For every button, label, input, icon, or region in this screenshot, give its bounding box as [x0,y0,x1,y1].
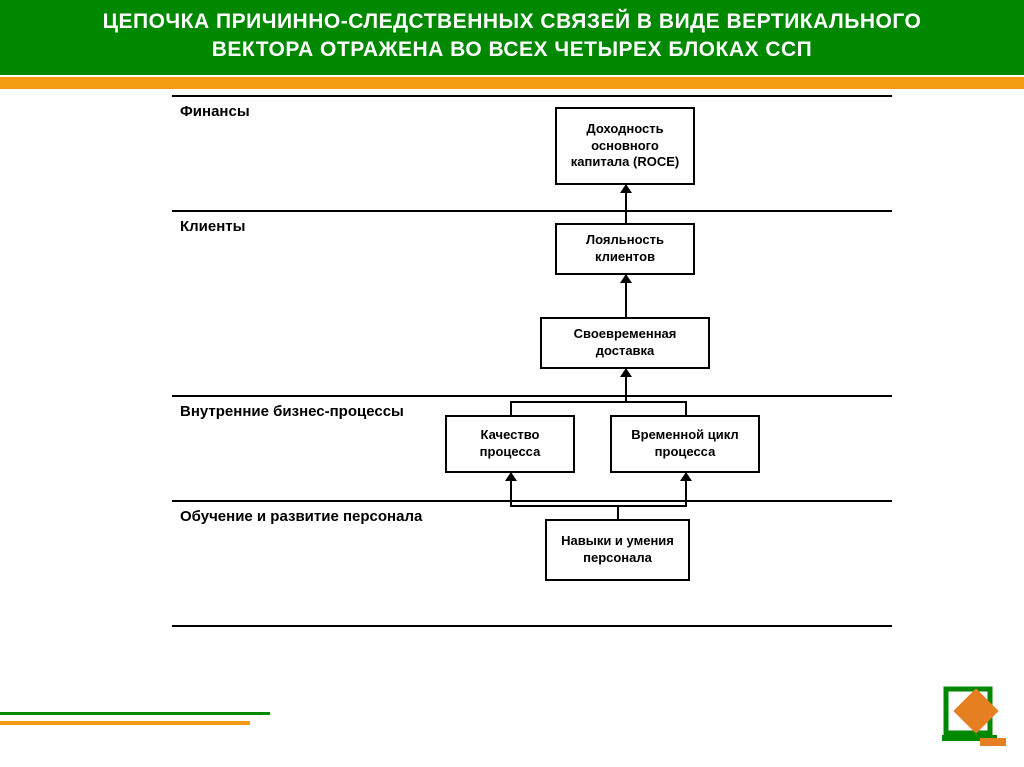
header-title: ЦЕПОЧКА ПРИЧИННО-СЛЕДСТВЕННЫХ СВЯЗЕЙ В В… [20,8,1004,65]
section-label: Клиенты [180,218,245,235]
section-divider [172,625,892,627]
section-label: Обучение и развитие персонала [180,508,422,525]
title-line2: ВЕКТОРА ОТРАЖЕНА ВО ВСЕХ ЧЕТЫРЕХ БЛОКАХ … [212,38,813,61]
section-divider [172,210,892,212]
connector-vertical [617,505,619,519]
connector-vertical [685,401,687,415]
connector-horizontal [510,505,687,507]
arrow-head-icon [505,472,517,481]
arrow-head-icon [620,184,632,193]
logo-icon [940,683,1010,753]
section-divider [172,500,892,502]
connector-horizontal [510,401,687,403]
section-label: Внутренние бизнес-процессы [180,403,404,420]
arrow-head-icon [680,472,692,481]
flow-node-quality: Качество процесса [445,415,575,473]
flow-node-roce: Доходность основного капитала (ROCE) [555,107,695,185]
arrow-head-icon [620,274,632,283]
connector-vertical [510,401,512,415]
section-divider [172,95,892,97]
header-band: ЦЕПОЧКА ПРИЧИННО-СЛЕДСТВЕННЫХ СВЯЗЕЙ В В… [0,0,1024,75]
title-line1: ЦЕПОЧКА ПРИЧИННО-СЛЕДСТВЕННЫХ СВЯЗЕЙ В В… [103,10,922,33]
bsc-flowchart: Финансы Клиенты Внутренние бизнес-процессы… [0,95,1024,715]
footer-orange-line [0,721,250,725]
section-divider [172,395,892,397]
footer-green-line [0,712,270,715]
orange-band [0,77,1024,89]
flow-node-delivery: Своевременная доставка [540,317,710,369]
flow-node-skills: Навыки и умения персонала [545,519,690,581]
arrow-head-icon [620,368,632,377]
flow-node-cycle: Временной цикл процесса [610,415,760,473]
flow-node-loyalty: Лояльность клиентов [555,223,695,275]
section-label: Финансы [180,103,250,120]
